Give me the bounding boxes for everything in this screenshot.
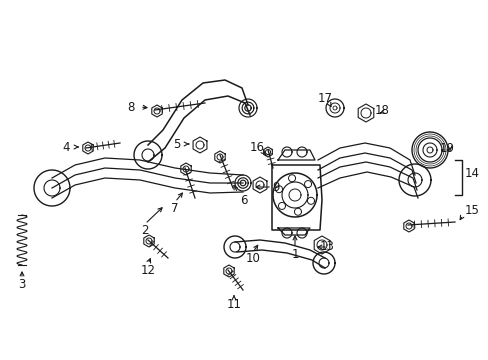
Text: 17: 17: [317, 91, 332, 104]
Text: 9: 9: [272, 180, 280, 194]
Text: 6: 6: [240, 194, 247, 207]
Text: 7: 7: [171, 202, 179, 215]
Text: 16: 16: [249, 140, 264, 153]
Text: 3: 3: [18, 279, 26, 292]
Text: 11: 11: [226, 298, 241, 311]
Text: 15: 15: [464, 203, 479, 216]
Text: 8: 8: [127, 100, 135, 113]
Text: 12: 12: [140, 264, 155, 276]
Text: 10: 10: [245, 252, 260, 265]
Text: 1: 1: [291, 248, 298, 261]
Text: 19: 19: [439, 141, 454, 154]
Text: 18: 18: [374, 104, 389, 117]
Text: 4: 4: [62, 140, 70, 153]
Text: 14: 14: [464, 166, 479, 180]
Text: 5: 5: [173, 138, 181, 150]
Text: 13: 13: [320, 240, 334, 253]
Text: 2: 2: [141, 224, 148, 237]
